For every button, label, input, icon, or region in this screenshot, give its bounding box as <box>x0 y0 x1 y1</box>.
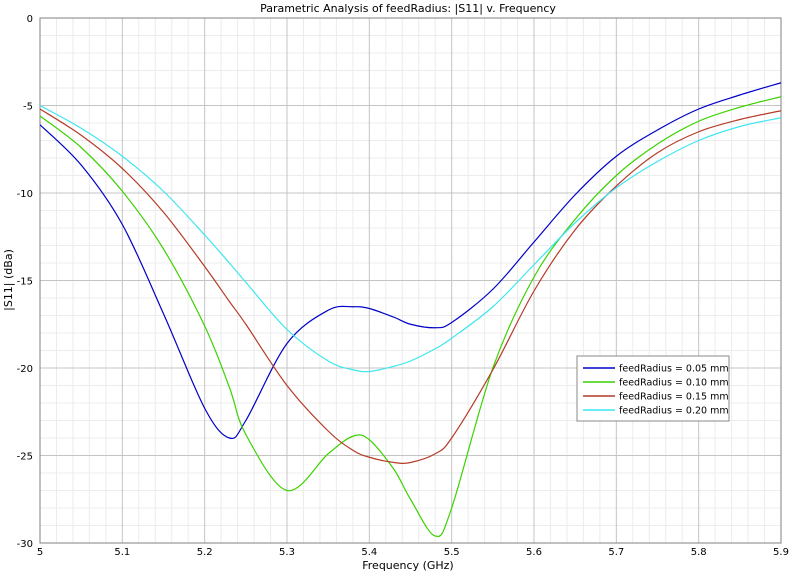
legend: feedRadius = 0.05 mm feedRadius = 0.10 mm… <box>576 355 730 422</box>
plot-area-border <box>39 17 782 544</box>
legend-label-4: feedRadius = 0.20 mm <box>619 406 729 417</box>
y-tick-labels: 0 -5 -10 -15 -20 -25 -30 <box>17 14 33 550</box>
legend-label-1: feedRadius = 0.05 mm <box>619 364 729 375</box>
x-tick-labels: 5 5.1 5.2 5.3 5.4 5.5 5.6 5.7 5.8 5.9 <box>37 547 789 558</box>
series-lines <box>39 82 782 537</box>
y-tick-label: -10 <box>17 189 33 200</box>
series-line-2 <box>39 96 782 537</box>
y-tick-label: -15 <box>17 277 33 288</box>
x-tick-label: 5.5 <box>444 547 460 558</box>
x-tick-label: 5.7 <box>608 547 624 558</box>
x-tick-label: 5 <box>37 547 43 558</box>
y-tick-label: -20 <box>17 364 33 375</box>
x-tick-label: 5.1 <box>114 547 130 558</box>
x-tick-label: 5.8 <box>691 547 707 558</box>
x-tick-label: 5.4 <box>361 547 377 558</box>
legend-label-3: feedRadius = 0.15 mm <box>619 392 729 403</box>
y-tick-label: 0 <box>27 14 33 25</box>
y-tick-label: -30 <box>17 539 33 550</box>
x-tick-label: 5.2 <box>197 547 213 558</box>
y-tick-label: -5 <box>23 102 33 113</box>
y-axis-label: |S11| (dBa) <box>2 249 15 311</box>
series-line-1 <box>39 82 782 440</box>
x-tick-label: 5.6 <box>526 547 542 558</box>
chart-title: Parametric Analysis of feedRadius: |S11|… <box>260 2 556 15</box>
legend-label-2: feedRadius = 0.10 mm <box>619 378 729 389</box>
x-axis-label: Frequency (GHz) <box>362 559 453 572</box>
y-tick-label: -25 <box>17 452 33 463</box>
series-line-4 <box>39 104 782 373</box>
series-line-3 <box>39 108 782 464</box>
x-tick-label: 5.3 <box>279 547 295 558</box>
x-tick-label: 5.9 <box>773 547 789 558</box>
